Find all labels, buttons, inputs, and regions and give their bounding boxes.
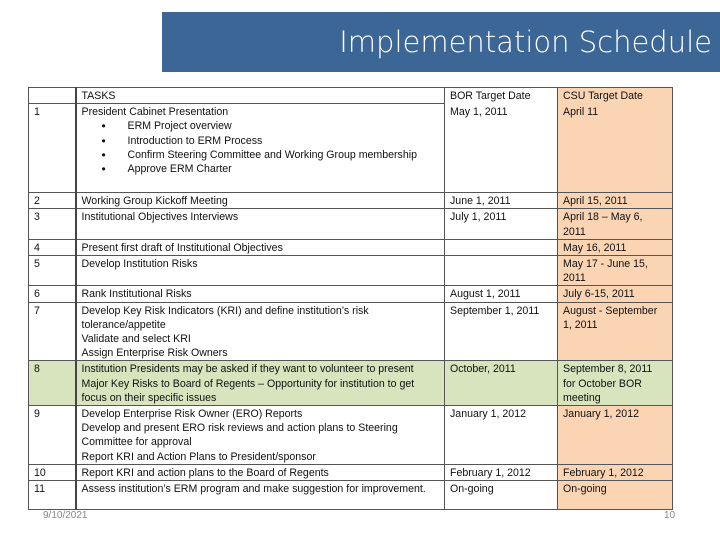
- task-line: Develop Enterprise Risk Owner (ERO) Repo…: [81, 408, 303, 421]
- header-row: TASKS BOR Target Date CSU Target Date: [28, 86, 673, 105]
- task-cell: Develop Institution Risks: [75, 255, 445, 287]
- csu-date: February 1, 2012: [557, 463, 673, 482]
- header-num: [28, 86, 77, 105]
- header-tasks: TASKS: [75, 86, 445, 105]
- header-bor: BOR Target Date: [444, 86, 558, 104]
- task-line: Develop Key Risk Indicators (KRI) and de…: [81, 304, 369, 331]
- task-line: Present first draft of Institutional Obj…: [81, 241, 283, 254]
- bor-date: On-going: [444, 480, 558, 511]
- task-cell: President Cabinet PresentationERM Projec…: [75, 103, 445, 194]
- task-number: 1: [28, 103, 77, 194]
- task-line: Assign Enterprise Risk Owners: [81, 347, 228, 360]
- task-number: 3: [28, 208, 77, 240]
- table-row: 10 Report KRI and action plans to the Boa…: [28, 463, 673, 482]
- table-row: 5 Develop Institution Risks May 17 - June …: [28, 255, 673, 287]
- footer-page-number: 10: [664, 510, 676, 521]
- task-line: Institution Presidents may be asked if t…: [81, 363, 415, 404]
- task-line: President Cabinet Presentation: [81, 106, 229, 119]
- bor-date: August 1, 2011: [444, 285, 558, 303]
- task-bullet: ERM Project overview: [102, 119, 440, 133]
- bor-date: [444, 238, 558, 257]
- task-bullet: Approve ERM Charter: [102, 162, 440, 176]
- csu-date: July 6-15, 2011: [557, 285, 673, 303]
- task-line: Report KRI and action plans to the Board…: [81, 466, 329, 479]
- csu-date: January 1, 2012: [557, 405, 673, 465]
- bor-date: July 1, 2011: [444, 208, 558, 240]
- task-number: 2: [28, 192, 77, 210]
- task-bullet: Introduction to ERM Process: [102, 134, 440, 148]
- table-row: 2 Working Group Kickoff Meeting June 1, 20…: [28, 192, 673, 210]
- task-cell: Institutional Objectives Interviews: [75, 208, 445, 240]
- task-number: 9: [28, 405, 77, 465]
- table-row: 4 Present first draft of Institutional Ob…: [28, 238, 673, 257]
- table-row: 6 Rank Institutional Risks August 1, 2011 J…: [28, 285, 673, 303]
- header-csu: CSU Target Date: [557, 86, 673, 104]
- task-number: 11: [28, 480, 77, 511]
- table-row: 8 Institution Presidents may be asked if …: [28, 360, 673, 407]
- table-row: 7 Develop Key Risk Indicators (KRI) and d…: [28, 301, 673, 362]
- task-cell: Report KRI and action plans to the Board…: [75, 463, 445, 482]
- task-cell: Institution Presidents may be asked if t…: [75, 360, 445, 407]
- task-cell: Working Group Kickoff Meeting: [75, 192, 445, 210]
- csu-date: August - September 1, 2011: [557, 301, 673, 362]
- task-line: Develop Institution Risks: [81, 258, 198, 271]
- csu-date: On-going: [557, 480, 673, 511]
- table-row: 9 Develop Enterprise Risk Owner (ERO) Rep…: [28, 405, 673, 465]
- bor-date: January 1, 2012: [444, 405, 558, 465]
- task-number: 6: [28, 285, 77, 303]
- table-row: 11 Assess institution’s ERM program and m…: [28, 480, 673, 511]
- task-number: 8: [28, 360, 77, 407]
- task-cell: Develop Key Risk Indicators (KRI) and de…: [75, 301, 445, 362]
- task-cell: Develop Enterprise Risk Owner (ERO) Repo…: [75, 405, 445, 465]
- csu-date: April 18 – May 6, 2011: [557, 208, 673, 240]
- bor-date: February 1, 2012: [444, 463, 558, 482]
- task-number: 4: [28, 238, 77, 257]
- bor-date: [444, 255, 558, 287]
- csu-date: April 15, 2011: [557, 192, 673, 210]
- task-number: 7: [28, 301, 77, 362]
- bor-date: May 1, 2011: [444, 103, 558, 194]
- task-number: 10: [28, 463, 77, 482]
- csu-date: May 16, 2011: [557, 238, 673, 257]
- table-row: 3 Institutional Objectives Interviews July…: [28, 208, 673, 240]
- task-line: Validate and select KRI: [81, 333, 191, 346]
- bor-date: October, 2011: [444, 360, 558, 407]
- task-cell: Rank Institutional Risks: [75, 285, 445, 303]
- csu-date: May 17 - June 15, 2011: [557, 255, 673, 287]
- task-line: Develop and present ERO risk reviews and…: [81, 422, 398, 449]
- task-number: 5: [28, 255, 77, 287]
- task-bullet: Confirm Steering Committee and Working G…: [102, 148, 440, 162]
- bor-date: June 1, 2011: [444, 192, 558, 210]
- csu-date: April 11: [557, 103, 673, 194]
- task-line: Working Group Kickoff Meeting: [81, 195, 228, 208]
- task-line: Institutional Objectives Interviews: [81, 211, 239, 224]
- footer-date: 9/10/2021: [43, 510, 88, 521]
- slide-title: Implementation Schedule: [162, 12, 720, 72]
- task-cell: Assess institution’s ERM program and mak…: [75, 480, 445, 511]
- task-cell: Present first draft of Institutional Obj…: [75, 238, 445, 257]
- task-line: Report KRI and Action Plans to President…: [81, 450, 316, 463]
- csu-date: September 8, 2011 for October BOR meetin…: [557, 360, 673, 407]
- task-bullets: ERM Project overviewIntroduction to ERM …: [82, 119, 440, 176]
- task-line: Rank Institutional Risks: [81, 288, 192, 301]
- bor-date: September 1, 2011: [444, 301, 558, 362]
- task-line: Assess institution’s ERM program and mak…: [81, 483, 426, 496]
